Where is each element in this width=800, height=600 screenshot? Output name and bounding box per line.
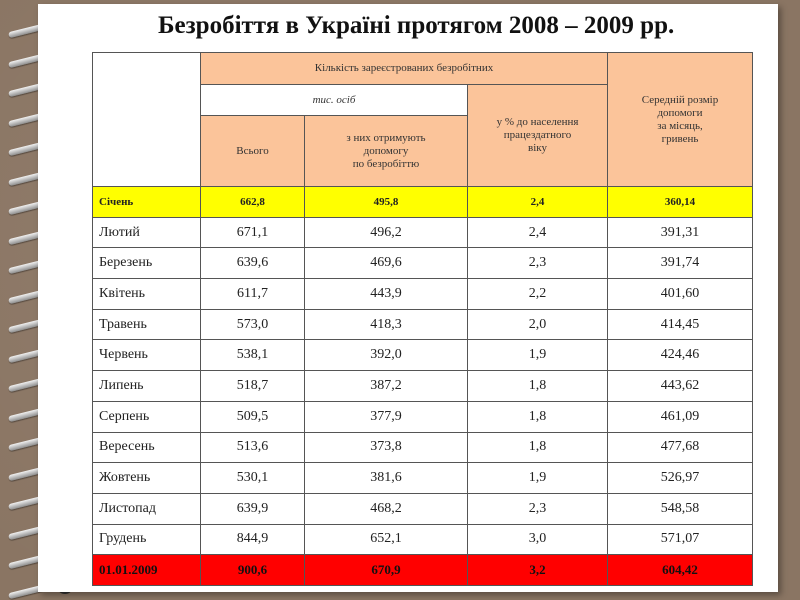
average-benefit-cell: 414,45	[607, 308, 754, 341]
average-benefit-cell: 604,42	[607, 554, 754, 586]
page-title: Безробіття в Україні протягом 2008 – 200…	[158, 12, 675, 39]
total-cell: 573,0	[200, 308, 305, 341]
percent-cell: 2,4	[466, 186, 609, 218]
average-benefit-cell: 360,14	[607, 186, 754, 218]
receiving-cell: 387,2	[304, 370, 468, 402]
header-receiving: з них отримують допомогу по безробіттю	[304, 115, 468, 187]
percent-cell: 3,2	[466, 554, 609, 586]
unemployment-table: Кількість зареєстрованих безробітних Сер…	[92, 52, 754, 586]
receiving-cell: 392,0	[304, 339, 468, 372]
percent-cell: 1,9	[466, 462, 609, 494]
header-registered: Кількість зареєстрованих безробітних	[199, 52, 609, 85]
table-row: Березень 639,6 469,6 2,3 391,74	[92, 247, 754, 280]
month-cell: Листопад	[92, 492, 201, 525]
header-avg-line1: Середній розмір	[641, 93, 719, 106]
header-percent-line1: у % до населення	[496, 116, 579, 128]
total-cell: 671,1	[200, 216, 305, 249]
table-row: 01.01.2009 900,6 670,9 3,2 604,42	[92, 554, 754, 586]
total-cell: 844,9	[200, 523, 305, 556]
header-receiving-line1: з них отримують	[346, 131, 426, 144]
percent-cell: 2,3	[466, 247, 609, 280]
percent-cell: 2,2	[466, 278, 609, 310]
receiving-cell: 373,8	[304, 431, 468, 464]
total-cell: 538,1	[200, 339, 305, 372]
average-benefit-cell: 548,58	[607, 492, 754, 525]
total-cell: 639,9	[200, 492, 305, 525]
receiving-cell: 495,8	[304, 186, 468, 218]
receiving-cell: 418,3	[304, 308, 468, 341]
table-row: Липень 518,7 387,2 1,8 443,62	[92, 370, 754, 402]
header-percent: у % до населення працездатного віку	[466, 84, 609, 187]
header-percent-line3: віку	[528, 142, 547, 154]
table-row: Листопад 639,9 468,2 2,3 548,58	[92, 492, 754, 525]
total-cell: 611,7	[200, 278, 305, 310]
percent-cell: 1,8	[466, 370, 609, 402]
header-average-benefit: Середній розмір допомоги за місяць, грив…	[607, 52, 754, 187]
month-cell: Червень	[92, 339, 201, 372]
receiving-cell: 496,2	[304, 216, 468, 249]
header-avg-line3: за місяць,	[657, 119, 703, 132]
table-row: Квітень 611,7 443,9 2,2 401,60	[92, 278, 754, 310]
percent-cell: 1,8	[466, 431, 609, 464]
percent-cell: 1,9	[466, 339, 609, 372]
header-thousands: тис. осіб	[200, 84, 468, 116]
table-row: Вересень 513,6 373,8 1,8 477,68	[92, 431, 754, 464]
receiving-cell: 443,9	[304, 278, 468, 310]
average-benefit-cell: 391,31	[607, 216, 754, 249]
month-cell: Серпень	[92, 400, 201, 433]
table-row: Травень 573,0 418,3 2,0 414,45	[92, 308, 754, 341]
percent-cell: 3,0	[466, 523, 609, 556]
average-benefit-cell: 477,68	[607, 431, 754, 464]
header-receiving-line3: по безробіттю	[352, 157, 420, 170]
table-row: Лютий 671,1 496,2 2,4 391,31	[92, 216, 754, 249]
month-cell: Травень	[92, 308, 201, 341]
average-benefit-cell: 571,07	[607, 523, 754, 556]
receiving-cell: 469,6	[304, 247, 468, 280]
average-benefit-cell: 443,62	[607, 370, 754, 402]
header-receiving-line2: допомогу	[363, 144, 409, 157]
month-cell: Березень	[92, 247, 201, 280]
percent-cell: 2,0	[466, 308, 609, 341]
table-row: Січень 662,8 495,8 2,4 360,14	[92, 186, 754, 218]
month-cell: Січень	[92, 186, 201, 218]
month-cell: Вересень	[92, 431, 201, 464]
average-benefit-cell: 401,60	[607, 278, 754, 310]
table-row: Грудень 844,9 652,1 3,0 571,07	[92, 523, 754, 556]
receiving-cell: 377,9	[304, 400, 468, 433]
average-benefit-cell: 391,74	[607, 247, 754, 280]
receiving-cell: 468,2	[304, 492, 468, 525]
total-cell: 900,6	[200, 554, 305, 586]
receiving-cell: 670,9	[304, 554, 468, 586]
total-cell: 639,6	[200, 247, 305, 280]
header-total: Всього	[200, 115, 305, 187]
month-cell: Жовтень	[92, 462, 201, 494]
table-row: Жовтень 530,1 381,6 1,9 526,97	[92, 462, 754, 494]
average-benefit-cell: 526,97	[607, 462, 754, 494]
receiving-cell: 381,6	[304, 462, 468, 494]
total-cell: 513,6	[200, 431, 305, 464]
total-cell: 509,5	[200, 400, 305, 433]
header-percent-line2: працездатного	[503, 129, 572, 141]
percent-cell: 2,3	[466, 492, 609, 525]
corner-cell	[92, 52, 201, 187]
month-cell: Липень	[92, 370, 201, 402]
average-benefit-cell: 424,46	[607, 339, 754, 372]
table-row: Червень 538,1 392,0 1,9 424,46	[92, 339, 754, 372]
percent-cell: 1,8	[466, 400, 609, 433]
total-cell: 518,7	[200, 370, 305, 402]
table-row: Серпень 509,5 377,9 1,8 461,09	[92, 400, 754, 433]
percent-cell: 2,4	[466, 216, 609, 249]
total-cell: 530,1	[200, 462, 305, 494]
header-avg-line4: гривень	[661, 132, 699, 145]
total-cell: 662,8	[200, 186, 305, 218]
month-cell: Квітень	[92, 278, 201, 310]
average-benefit-cell: 461,09	[607, 400, 754, 433]
month-cell: Лютий	[92, 216, 201, 249]
header-avg-line2: допомоги	[657, 106, 703, 119]
month-cell: 01.01.2009	[92, 554, 201, 586]
month-cell: Грудень	[92, 523, 201, 556]
receiving-cell: 652,1	[304, 523, 468, 556]
